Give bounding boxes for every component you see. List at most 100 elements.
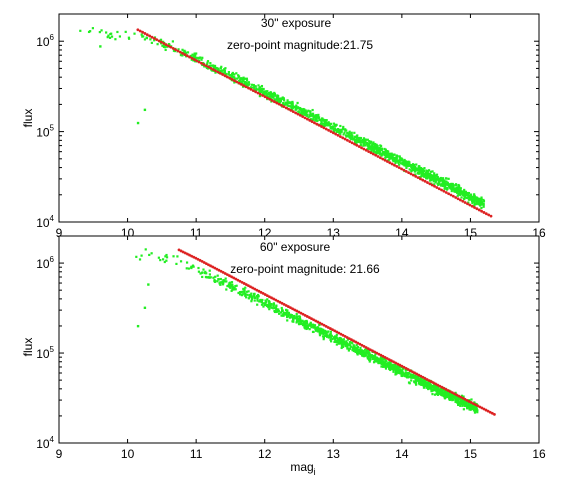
data-point	[359, 143, 362, 147]
data-point	[335, 336, 338, 339]
fit-point	[192, 255, 196, 259]
data-point	[353, 131, 356, 134]
data-point	[379, 357, 382, 360]
data-point	[261, 89, 264, 92]
data-point	[355, 135, 358, 139]
fit-point	[353, 142, 356, 146]
data-point	[457, 399, 460, 402]
data-point	[197, 56, 200, 59]
data-point	[311, 112, 315, 115]
data-point	[465, 196, 468, 200]
data-point	[427, 387, 430, 391]
data-point	[304, 109, 307, 112]
data-point	[305, 326, 308, 329]
data-point	[382, 365, 385, 368]
data-point	[328, 335, 332, 338]
data-point	[342, 338, 345, 341]
annotation-exposure-bottom: 60" exposure	[260, 240, 331, 254]
outlier-point	[136, 121, 140, 125]
data-point	[339, 337, 343, 341]
fit-point	[186, 252, 189, 256]
fit-point	[480, 209, 483, 213]
data-point	[296, 318, 300, 321]
fit-point	[423, 376, 427, 380]
data-point	[482, 204, 485, 207]
data-point	[419, 168, 422, 171]
data-point	[462, 190, 466, 193]
data-point	[429, 178, 432, 181]
fit-point	[202, 261, 206, 264]
fit-point	[204, 64, 208, 68]
data-point	[204, 270, 207, 273]
fit-point	[488, 410, 492, 414]
data-point	[312, 323, 315, 326]
data-point	[452, 188, 455, 191]
data-point	[287, 101, 291, 104]
fit-point	[223, 74, 227, 78]
data-point	[462, 192, 465, 196]
fit-point	[413, 371, 416, 375]
fit-point	[294, 111, 297, 115]
fit-point	[437, 187, 441, 191]
data-point	[212, 64, 215, 67]
fit-point	[371, 152, 375, 156]
fit-point	[421, 375, 425, 379]
data-point	[348, 134, 351, 138]
fit-point	[440, 188, 443, 192]
data-point	[410, 165, 413, 168]
data-point	[286, 103, 289, 107]
data-point	[227, 71, 231, 74]
data-point	[454, 183, 458, 186]
data-point	[418, 383, 421, 386]
fit-point	[178, 50, 182, 54]
data-point	[201, 275, 204, 279]
fit-point	[493, 412, 496, 416]
data-point	[444, 396, 447, 399]
data-point	[380, 360, 383, 363]
data-point	[377, 358, 381, 362]
data-point	[296, 106, 300, 109]
data-point	[229, 282, 232, 285]
data-point	[439, 176, 442, 180]
fit-point	[455, 393, 458, 397]
data-point	[242, 290, 245, 293]
data-point	[301, 324, 305, 327]
data-point	[408, 168, 411, 171]
data-point	[173, 49, 176, 53]
data-point	[364, 144, 367, 147]
data-point	[366, 148, 369, 151]
data-point	[346, 338, 350, 341]
data-point	[346, 134, 350, 137]
data-point	[366, 138, 369, 141]
fit-point	[466, 202, 469, 206]
data-point	[475, 200, 478, 203]
data-point	[420, 173, 423, 176]
data-point	[369, 358, 372, 361]
data-point	[435, 389, 438, 393]
fit-point	[475, 207, 479, 211]
data-point	[387, 361, 390, 364]
data-point	[171, 40, 174, 43]
data-point	[354, 349, 357, 353]
fit-point	[228, 274, 231, 278]
data-point	[426, 382, 430, 385]
data-point	[221, 280, 224, 283]
data-point	[266, 90, 269, 93]
fit-point	[404, 366, 408, 370]
data-point	[457, 402, 460, 405]
data-point	[467, 194, 470, 197]
data-point	[436, 392, 439, 395]
fit-point	[152, 37, 156, 40]
fit-point	[438, 384, 442, 388]
data-point	[233, 73, 236, 76]
data-point	[150, 252, 153, 255]
data-point	[469, 193, 473, 196]
data-point	[339, 124, 342, 128]
data-point	[230, 75, 233, 79]
data-point	[281, 309, 284, 313]
data-point	[451, 182, 454, 186]
data-point	[205, 66, 208, 69]
fit-point	[221, 73, 225, 76]
data-point	[248, 83, 251, 86]
fit-point	[211, 265, 215, 269]
